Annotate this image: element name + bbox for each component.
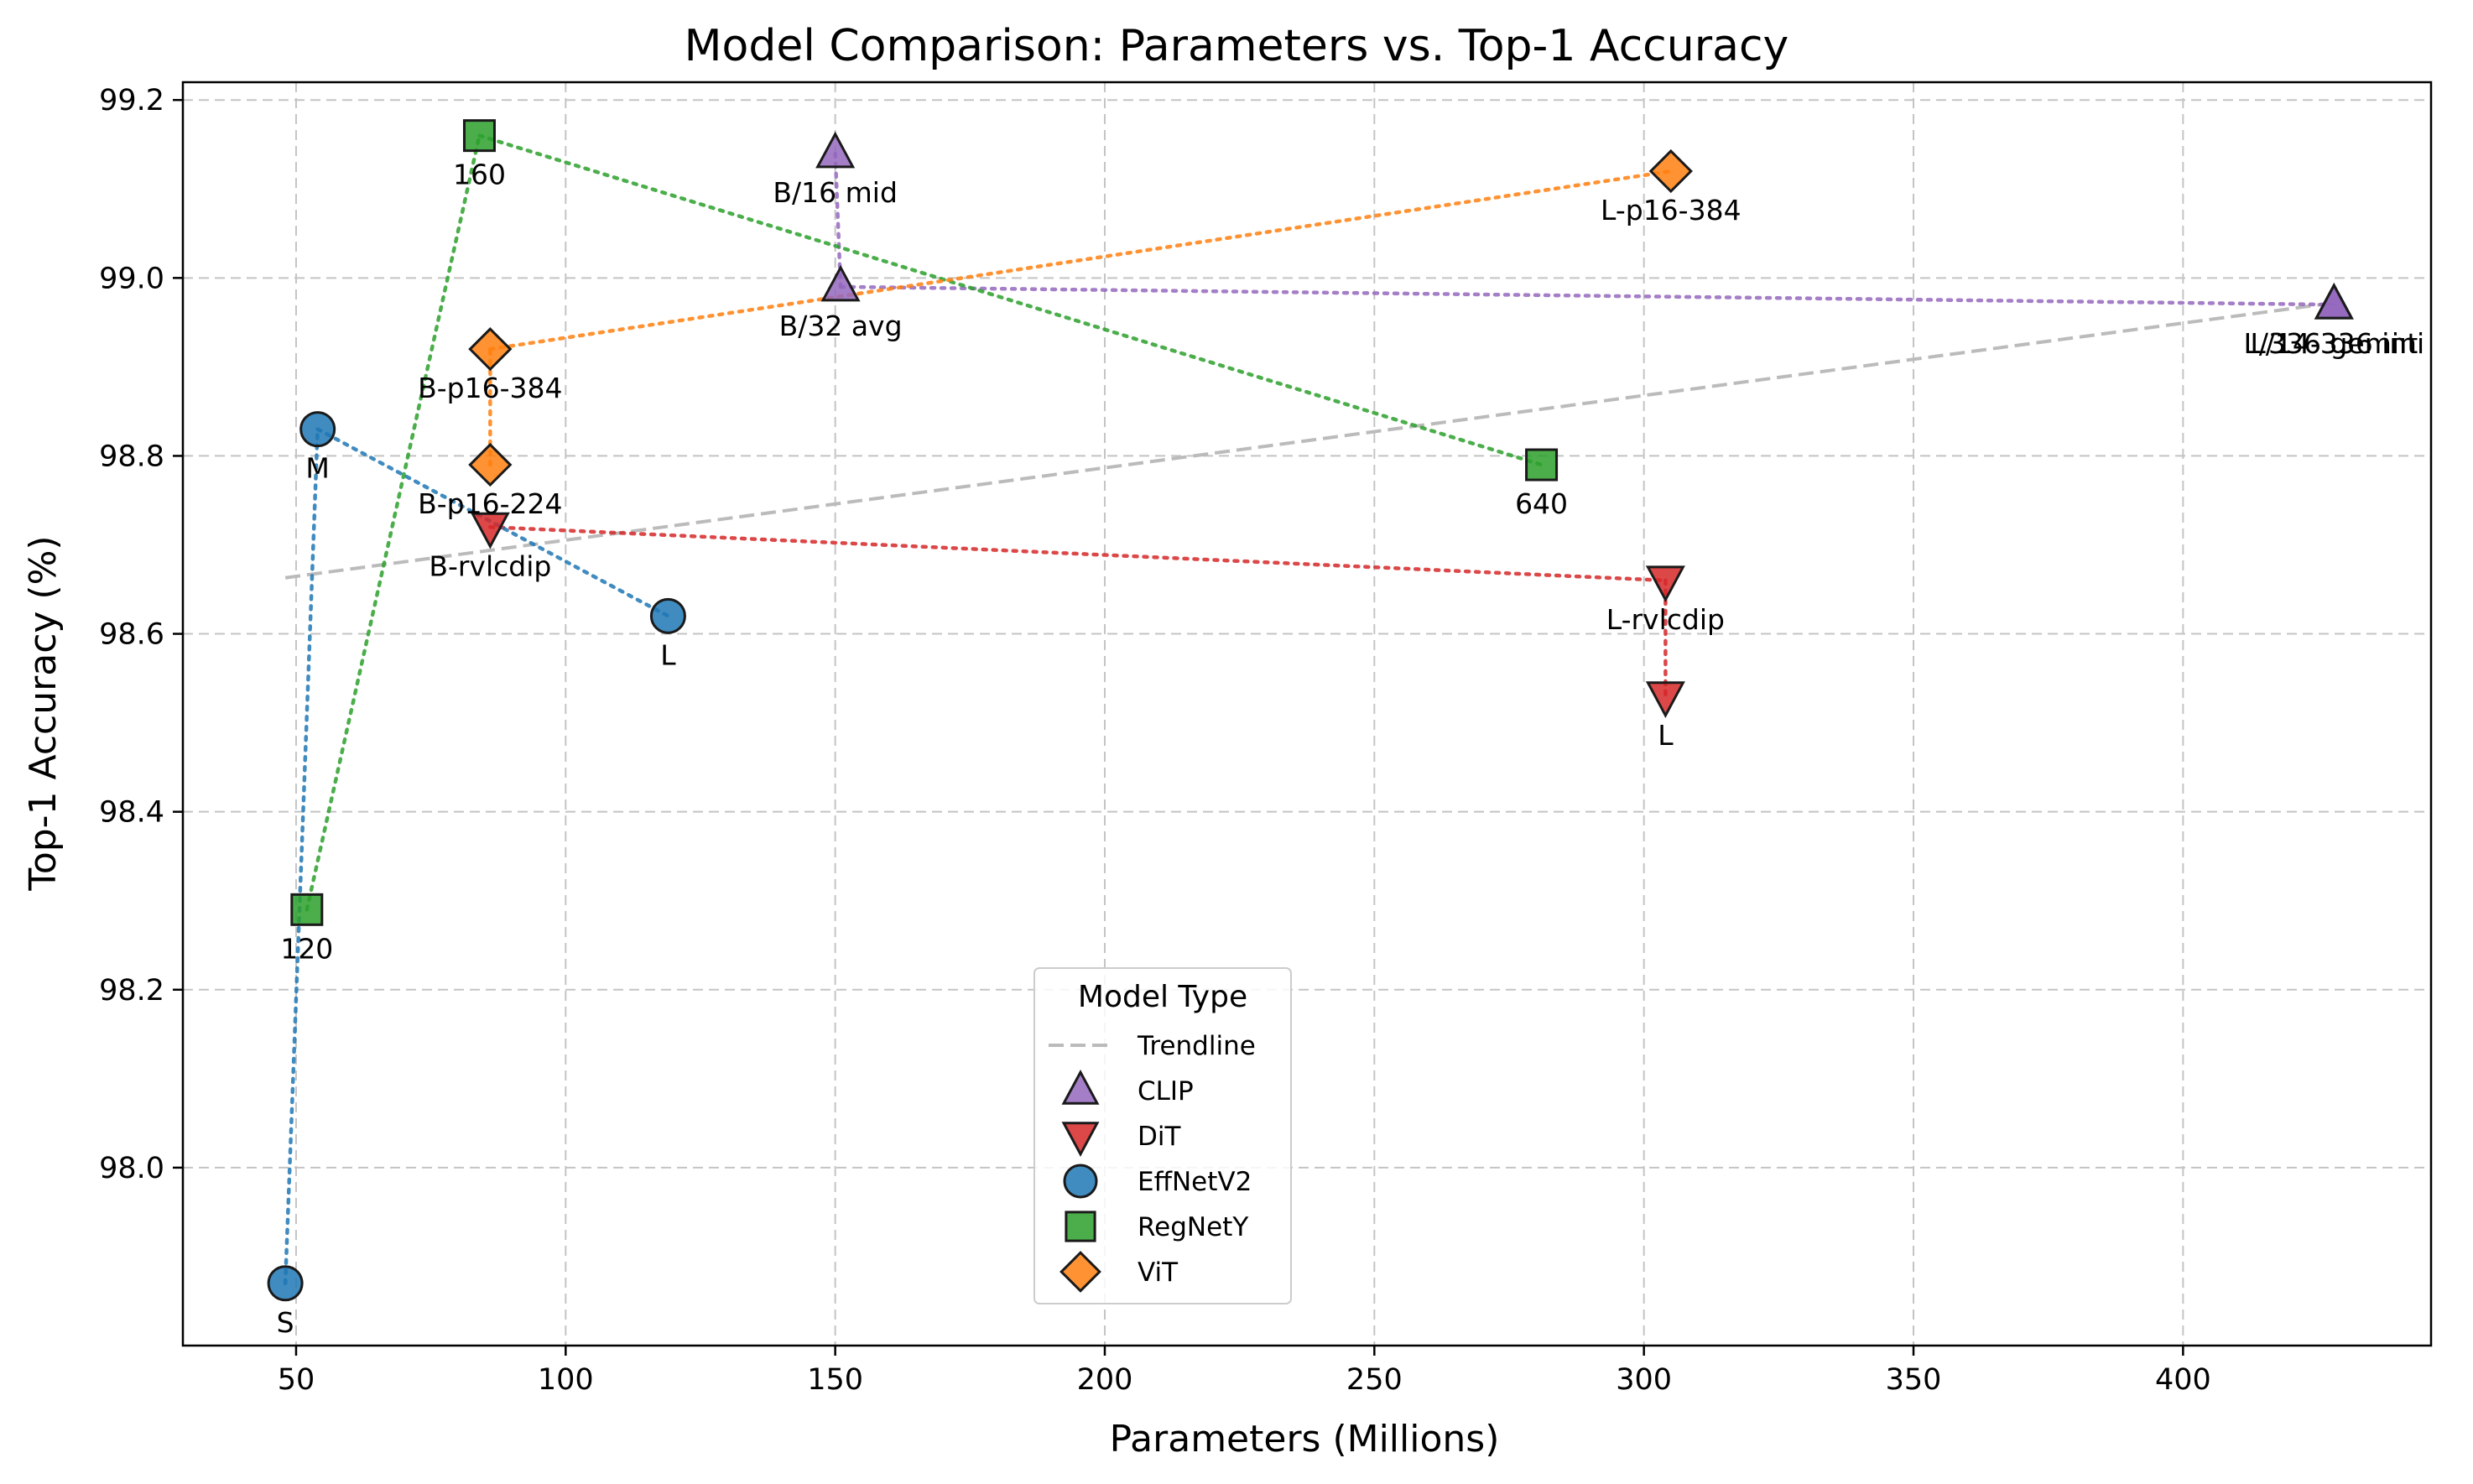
- y-tick-label: 98.6: [99, 618, 164, 652]
- legend-title: Model Type: [1078, 980, 1247, 1014]
- data-label: B/32 avg: [779, 310, 903, 342]
- data-label: B-rvlcdip: [429, 549, 551, 582]
- data-point: [468, 442, 513, 487]
- legend-marker: [1061, 1069, 1100, 1105]
- series-connector-line: [833, 151, 843, 289]
- x-axis-ticks: 50 100 150 200 250 300 350 400: [278, 1346, 2211, 1397]
- legend-label: DiT: [1138, 1122, 1181, 1152]
- legend: Model Type Trendline CLIP DiT EffNetV2 RegN…: [1033, 967, 1292, 1304]
- data-point: [1648, 148, 1693, 194]
- data-point: [468, 327, 513, 372]
- legend-label: CLIP: [1138, 1076, 1194, 1106]
- data-point: [462, 119, 496, 153]
- legend-label: EffNetV2: [1138, 1167, 1252, 1197]
- data-label: L: [1658, 719, 1674, 752]
- data-point: [299, 411, 336, 448]
- series-connector-line: [477, 133, 1544, 467]
- x-tick-label: 300: [1616, 1363, 1672, 1397]
- plot-frame: [181, 81, 2433, 1347]
- chart-title: Model Comparison: Parameters vs. Top-1 A…: [685, 21, 1789, 71]
- x-tick-label: 400: [2155, 1363, 2211, 1397]
- series-connector-line: [305, 133, 482, 912]
- data-point: [290, 893, 324, 926]
- data-label: B/16 mid: [773, 176, 898, 209]
- trendline: [284, 301, 2335, 580]
- legend-marker: [1059, 1251, 1101, 1293]
- legend-marker: [1061, 1122, 1100, 1158]
- data-label: B-p16-224: [418, 487, 562, 520]
- data-point: [1645, 565, 1685, 603]
- y-tick-label: 98.8: [99, 440, 164, 473]
- y-tick-label: 99.2: [99, 84, 164, 117]
- y-tick-label: 98.4: [99, 796, 164, 830]
- series-connector-line: [488, 169, 1674, 351]
- legend-label: RegNetY: [1138, 1212, 1248, 1242]
- series-connector-line: [315, 427, 670, 618]
- data-point: [649, 597, 686, 634]
- x-axis-label: Parameters (Millions): [1110, 1418, 1500, 1461]
- y-tick-label: 98.0: [99, 1152, 164, 1185]
- data-label: M: [305, 452, 329, 485]
- data-label: S: [277, 1306, 294, 1339]
- marker-layer: [267, 119, 2354, 1302]
- x-tick-label: 50: [278, 1363, 315, 1397]
- data-point: [1645, 681, 1685, 718]
- legend-marker: [1065, 1211, 1096, 1242]
- x-tick-label: 100: [538, 1363, 594, 1397]
- legend-trendline-label: Trendline: [1137, 1031, 1256, 1061]
- data-point: [820, 264, 861, 302]
- data-label: L-rvlcdip: [1606, 603, 1725, 636]
- data-label: L/14-336 int: [2250, 327, 2418, 360]
- data-point: [267, 1265, 304, 1302]
- data-label: 160: [453, 159, 506, 191]
- data-point: [470, 512, 510, 549]
- legend-marker: [1063, 1164, 1098, 1199]
- y-tick-label: 98.2: [99, 974, 164, 1008]
- data-label: 120: [280, 932, 333, 965]
- data-label: L/336 gemini: [2243, 327, 2424, 360]
- x-tick-label: 250: [1346, 1363, 1403, 1397]
- data-point: [2314, 282, 2354, 320]
- legend-label: ViT: [1138, 1257, 1179, 1288]
- data-label: 640: [1515, 487, 1568, 520]
- data-point: [815, 131, 856, 169]
- x-tick-label: 350: [1886, 1363, 1942, 1397]
- data-label: L: [660, 638, 676, 671]
- series-connector-line: [488, 525, 1668, 583]
- x-tick-label: 200: [1077, 1363, 1133, 1397]
- trendline-layer: [284, 301, 2335, 580]
- connector-layer: [283, 133, 2336, 1286]
- data-point: [1525, 448, 1559, 482]
- data-label: L-p16-384: [1601, 194, 1742, 227]
- data-label: B-p16-384: [418, 372, 562, 404]
- y-axis-label: Top-1 Accuracy (%): [22, 535, 65, 891]
- series-connector-line: [283, 427, 320, 1286]
- legend-box: [1033, 967, 1292, 1304]
- series-connector-line: [838, 284, 2336, 307]
- y-tick-label: 99.0: [99, 262, 164, 295]
- x-tick-label: 150: [807, 1363, 863, 1397]
- y-axis-ticks: 98.0 98.2 98.4 98.6 98.8 99.0 99.2: [99, 84, 183, 1185]
